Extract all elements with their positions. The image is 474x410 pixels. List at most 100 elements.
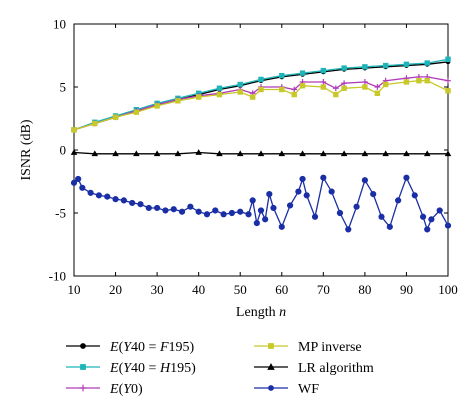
data-point [345,226,352,233]
data-point [120,197,127,204]
data-point [353,203,360,210]
data-point [362,84,368,90]
data-point [436,207,443,214]
legend-marker [80,364,86,370]
data-point [411,192,418,199]
data-point [295,188,302,195]
data-point [257,150,265,157]
series-line [73,61,449,131]
x-tick-label: 80 [358,282,371,297]
data-point [71,127,77,133]
series-5 [70,174,452,233]
data-point [216,91,223,98]
data-point [112,150,119,157]
data-point [378,213,385,220]
data-point [382,150,389,157]
series-0 [71,59,451,133]
data-point [340,150,348,157]
data-point [445,56,451,62]
data-point [419,213,427,220]
x-tick-label: 40 [192,282,205,297]
data-point [266,191,273,198]
data-point [249,197,256,204]
legend-marker [268,385,274,391]
data-point [382,81,389,88]
data-point [154,103,160,109]
series-line [73,175,449,232]
data-point [162,207,169,214]
data-point [444,150,452,157]
legend-item: MP inverse [254,340,362,355]
series-line [73,58,449,131]
data-point [424,226,431,233]
data-point [278,223,285,230]
data-point [154,204,161,212]
data-point [133,109,140,115]
x-tick-label: 10 [68,282,81,297]
series-line [73,76,449,131]
legend-marker [79,384,87,392]
legend-marker [80,343,86,349]
y-tick-label: 0 [60,143,67,158]
data-point [253,219,260,227]
x-tick-label: 90 [400,282,413,297]
legend-label: E(Y40 = H195) [109,361,196,376]
x-tick-label: 70 [317,282,330,297]
legend-item: E(Y40 = H195) [66,361,196,376]
data-point [228,209,236,217]
data-point [133,150,140,157]
y-axis-label: ISNR (dB) [19,119,34,180]
data-point [424,78,430,84]
series-4 [70,149,452,157]
data-point [320,174,327,181]
data-point [70,179,78,186]
data-point [320,67,327,74]
data-point [311,213,319,220]
x-tick-label: 50 [234,282,247,297]
data-point [403,79,410,85]
data-point [262,216,269,223]
data-point [395,197,402,204]
y-tick-label: 10 [53,17,66,32]
data-point [145,204,152,212]
legend-item: E(Y40 = F195) [66,340,195,355]
legend-item: WF [254,382,319,397]
data-point [361,177,368,184]
series-line [73,80,449,131]
data-point [424,60,430,66]
data-point [299,150,306,157]
legend-marker [267,363,275,370]
data-point [320,150,327,157]
x-tick-label: 100 [438,282,458,297]
data-point [170,206,177,213]
data-point [237,89,243,95]
legend-item: E(Y0) [66,382,143,397]
data-point [403,174,410,181]
data-point [320,79,327,85]
data-point [361,150,369,157]
data-point [445,77,451,84]
series-3 [71,78,451,133]
legend-label: WF [298,382,319,397]
data-point [195,208,202,215]
data-point [258,86,264,93]
data-point [112,114,119,120]
legend-item: LR algorithm [254,361,374,376]
data-point [299,70,306,76]
data-point [341,80,348,87]
data-point [236,150,244,157]
data-point [362,64,368,70]
data-point [112,196,119,203]
series-1 [71,56,451,133]
data-point [70,149,78,155]
x-tick-label: 60 [275,282,288,297]
plot-frame [73,23,449,277]
y-axis-ticks: -10 -5 0 5 10 [49,17,448,284]
data-point [153,150,161,157]
data-point [75,175,82,183]
data-point [336,209,344,217]
y-tick-label: 5 [60,80,67,95]
data-point [279,86,285,93]
x-tick-label: 20 [109,282,122,297]
plot-area [70,23,452,277]
